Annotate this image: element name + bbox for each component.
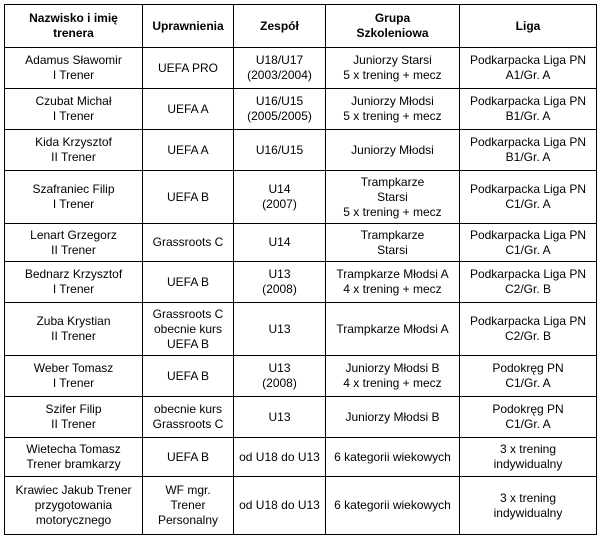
cell-coach-name: Zuba Krystian II Trener: [4, 302, 143, 356]
cell-team: U13 (2008): [233, 261, 326, 303]
cell-license: UEFA PRO: [142, 47, 234, 89]
cell-coach-name: Adamus Sławomir I Trener: [4, 47, 143, 89]
cell-training-group: Juniorzy Młodsi 5 x trening + mecz: [325, 88, 460, 130]
cell-training-group: 6 kategorii wiekowych: [325, 476, 460, 535]
cell-league: Podkarpacka Liga PN C1/Gr. A: [459, 223, 597, 262]
cell-license: obecnie kurs Grassroots C: [142, 396, 234, 438]
cell-training-group: Juniorzy Młodsi: [325, 129, 460, 171]
cell-coach-name: Szafraniec Filip I Trener: [4, 170, 143, 224]
cell-league: Podkarpacka Liga PN B1/Gr. A: [459, 129, 597, 171]
header-coach-name: Nazwisko i imię trenera: [4, 4, 143, 48]
table-row: Adamus Sławomir I Trener UEFA PRO U18/U1…: [4, 47, 597, 89]
cell-team: U13 (2008): [233, 355, 326, 397]
table-row: Szafraniec Filip I Trener UEFA B U14 (20…: [4, 170, 597, 224]
cell-team: od U18 do U13: [233, 476, 326, 535]
table-row: Zuba Krystian II Trener Grassroots C obe…: [4, 302, 597, 356]
cell-coach-name: Lenart Grzegorz II Trener: [4, 223, 143, 262]
cell-league: 3 x trening indywidualny: [459, 437, 597, 477]
header-row: Nazwisko i imię trenera Uprawnienia Zesp…: [4, 4, 597, 48]
cell-training-group: Juniorzy Starsi 5 x trening + mecz: [325, 47, 460, 89]
cell-team: U16/U15: [233, 129, 326, 171]
cell-league: 3 x trening indywidualny: [459, 476, 597, 535]
header-league: Liga: [459, 4, 597, 48]
table-row: Czubat Michał I Trener UEFA A U16/U15 (2…: [4, 88, 597, 130]
cell-coach-name: Wietecha Tomasz Trener bramkarzy: [4, 437, 143, 477]
cell-league: Podokręg PN C1/Gr. A: [459, 396, 597, 438]
cell-coach-name: Weber Tomasz I Trener: [4, 355, 143, 397]
cell-team: U13: [233, 396, 326, 438]
cell-license: WF mgr. Trener Personalny: [142, 476, 234, 535]
table-row: Kida Krzysztof II Trener UEFA A U16/U15 …: [4, 129, 597, 171]
cell-team: U14: [233, 223, 326, 262]
cell-license: UEFA A: [142, 129, 234, 171]
cell-license: UEFA A: [142, 88, 234, 130]
cell-license: Grassroots C: [142, 223, 234, 262]
cell-training-group: 6 kategorii wiekowych: [325, 437, 460, 477]
table-row: Bednarz Krzysztof I Trener UEFA B U13 (2…: [4, 261, 597, 303]
header-training-group: Grupa Szkoleniowa: [325, 4, 460, 48]
cell-league: Podkarpacka Liga PN C2/Gr. B: [459, 302, 597, 356]
cell-training-group: Trampkarze Starsi: [325, 223, 460, 262]
cell-training-group: Trampkarze Starsi 5 x trening + mecz: [325, 170, 460, 224]
cell-coach-name: Krawiec Jakub Trener przygotowania motor…: [4, 476, 143, 535]
cell-team: od U18 do U13: [233, 437, 326, 477]
cell-training-group: Trampkarze Młodsi A: [325, 302, 460, 356]
cell-license: UEFA B: [142, 355, 234, 397]
cell-training-group: Juniorzy Młodsi B: [325, 396, 460, 438]
table-row: Szifer Filip II Trener obecnie kurs Gras…: [4, 396, 597, 438]
cell-team: U14 (2007): [233, 170, 326, 224]
cell-coach-name: Kida Krzysztof II Trener: [4, 129, 143, 171]
cell-league: Podkarpacka Liga PN C2/Gr. B: [459, 261, 597, 303]
cell-league: Podkarpacka Liga PN A1/Gr. A: [459, 47, 597, 89]
table-row: Wietecha Tomasz Trener bramkarzy UEFA B …: [4, 437, 597, 477]
cell-license: Grassroots C obecnie kurs UEFA B: [142, 302, 234, 356]
table-row: Lenart Grzegorz II Trener Grassroots C U…: [4, 223, 597, 262]
coaches-table: Nazwisko i imię trenera Uprawnienia Zesp…: [4, 4, 597, 535]
cell-league: Podkarpacka Liga PN C1/Gr. A: [459, 170, 597, 224]
cell-training-group: Juniorzy Młodsi B 4 x trening + mecz: [325, 355, 460, 397]
header-license: Uprawnienia: [142, 4, 234, 48]
cell-team: U16/U15 (2005/2005): [233, 88, 326, 130]
table-row: Krawiec Jakub Trener przygotowania motor…: [4, 476, 597, 535]
cell-league: Podkarpacka Liga PN B1/Gr. A: [459, 88, 597, 130]
cell-license: UEFA B: [142, 170, 234, 224]
cell-team: U13: [233, 302, 326, 356]
cell-license: UEFA B: [142, 437, 234, 477]
cell-team: U18/U17 (2003/2004): [233, 47, 326, 89]
header-team: Zespół: [233, 4, 326, 48]
cell-coach-name: Bednarz Krzysztof I Trener: [4, 261, 143, 303]
cell-league: Podokręg PN C1/Gr. A: [459, 355, 597, 397]
cell-training-group: Trampkarze Młodsi A 4 x trening + mecz: [325, 261, 460, 303]
cell-coach-name: Szifer Filip II Trener: [4, 396, 143, 438]
table-row: Weber Tomasz I Trener UEFA B U13 (2008) …: [4, 355, 597, 397]
cell-coach-name: Czubat Michał I Trener: [4, 88, 143, 130]
cell-license: UEFA B: [142, 261, 234, 303]
